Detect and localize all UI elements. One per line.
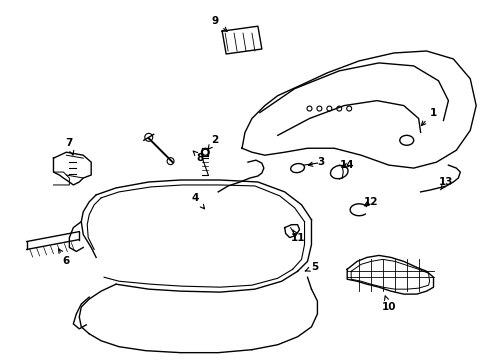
Text: 3: 3 — [308, 157, 325, 167]
Text: 7: 7 — [65, 138, 74, 155]
Text: 13: 13 — [438, 177, 453, 190]
Text: 9: 9 — [211, 16, 226, 32]
Text: 5: 5 — [305, 262, 317, 272]
Text: 11: 11 — [290, 230, 304, 243]
Text: 8: 8 — [193, 151, 203, 163]
Text: 6: 6 — [59, 249, 70, 266]
Text: 12: 12 — [363, 197, 378, 207]
Text: 4: 4 — [191, 193, 204, 209]
Text: 2: 2 — [207, 135, 219, 149]
Text: 14: 14 — [339, 160, 354, 170]
Text: 10: 10 — [381, 296, 395, 312]
Text: 1: 1 — [421, 108, 436, 126]
